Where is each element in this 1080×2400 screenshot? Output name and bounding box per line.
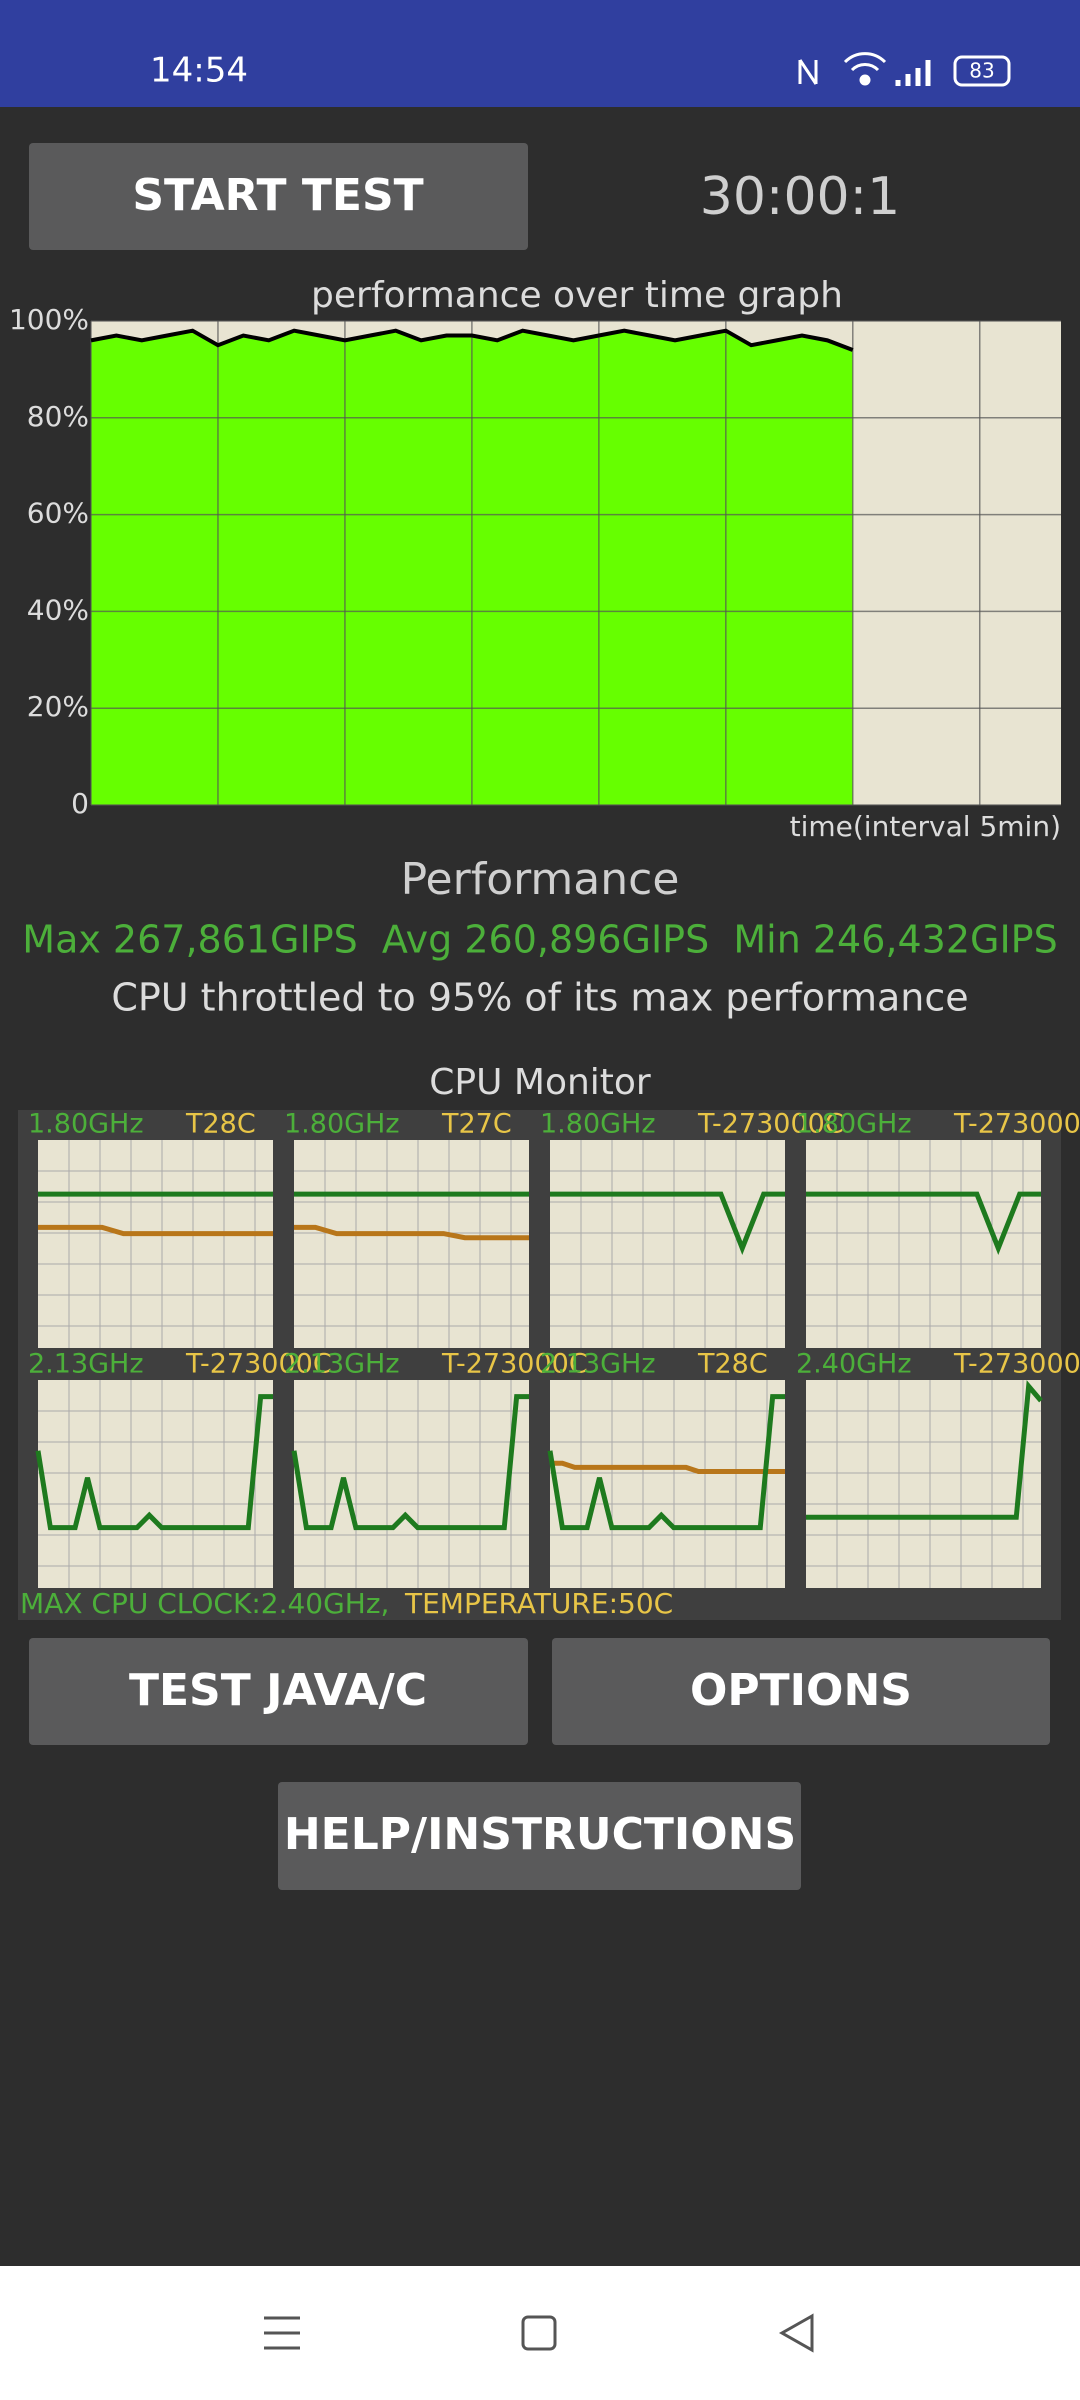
core-freq: 1.80GHz [796,1109,912,1140]
core-freq: 2.40GHz [796,1349,912,1380]
test-java-label[interactable]: TEST JAVA/C [129,1665,427,1716]
freq-line [291,1394,529,1531]
core-temp: T28C [185,1109,256,1140]
core-freq: 1.80GHz [540,1109,656,1140]
core-freq: 2.13GHz [284,1349,400,1380]
core-temp: T28C [697,1349,768,1380]
temp-line [550,1460,785,1475]
nfc-icon [798,59,818,85]
core-plot [294,1380,529,1588]
freq-line [806,1191,1041,1255]
core-plot [294,1140,529,1348]
y-tick-label: 100% [9,303,89,336]
timer: 30:00:1 [700,167,900,227]
core-temp: T27C [441,1109,512,1140]
core-freq: 2.13GHz [540,1349,656,1380]
start-test-button[interactable] [29,143,528,250]
x-axis-label: time(interval 5min) [790,810,1061,843]
temp-line [38,1224,273,1237]
graph: 0 20% 40% 60% 80% 100% [9,303,1061,820]
cpu-monitor-title: CPU Monitor [429,1062,651,1103]
freq-line [547,1394,785,1531]
throttle-text: CPU throttled to 95% of its max performa… [111,976,968,1020]
options-button[interactable] [552,1638,1050,1745]
cpu-monitor: 1.80GHz T28C 1.80GHz T27C 1.80GHz T-273000C1.… [28,1109,1080,1588]
y-tick-label: 40% [27,593,89,626]
battery-icon [953,55,1011,87]
start-test-label[interactable]: START TEST [132,170,423,221]
nav-icons [264,2313,814,2353]
status-time: 14:54 [150,51,248,91]
core-freq: 2.13GHz [28,1349,144,1380]
core-freq: 1.80GHz [28,1109,144,1140]
core-plot [38,1140,273,1348]
nav-bar [0,2266,1080,2400]
core-temp: T-273000C [697,1109,844,1140]
line [90,328,854,352]
y-tick-label: 80% [27,400,89,433]
core-temp: T-273000C [185,1349,332,1380]
status-icons [798,52,1011,87]
core-temp: T-273000C [441,1349,588,1380]
core-plot [38,1380,273,1588]
help-button[interactable] [278,1782,801,1890]
wifi-icon [843,52,887,72]
graph-title: performance over time graph [311,275,843,316]
core-temp: T-273000C [953,1109,1080,1140]
options-label[interactable]: OPTIONS [690,1665,912,1716]
y-tick-label: 0 [71,787,89,820]
performance-title: Performance [401,854,680,905]
battery-level: 83 [969,59,994,83]
nav-menu[interactable] [264,2316,300,2350]
performance-stats: Max 267,861GIPS Avg 260,896GIPS Min 246,… [22,918,1057,962]
core-plot [550,1380,785,1588]
y-tick-label: 20% [27,690,89,723]
freq-line [35,1394,273,1531]
nav-home[interactable] [521,2315,557,2351]
nav-back[interactable] [778,2313,814,2353]
max-clock: MAX CPU CLOCK:2.40GHz, [20,1587,389,1620]
test-java-button[interactable] [29,1638,528,1745]
core-temp: T-273000C [953,1349,1080,1380]
temp-line [294,1224,529,1241]
freq-line [550,1191,785,1255]
help-label[interactable]: HELP/INSTRUCTIONS [284,1809,796,1860]
core-freq: 1.80GHz [284,1109,400,1140]
signal-icon [895,60,931,86]
y-tick-label: 60% [27,497,89,530]
freq-line [806,1380,1043,1520]
temperature: TEMPERATURE:50C [404,1587,673,1620]
core-plot [806,1380,1041,1588]
wifi-dot [859,74,871,86]
status-bar [0,0,1080,107]
